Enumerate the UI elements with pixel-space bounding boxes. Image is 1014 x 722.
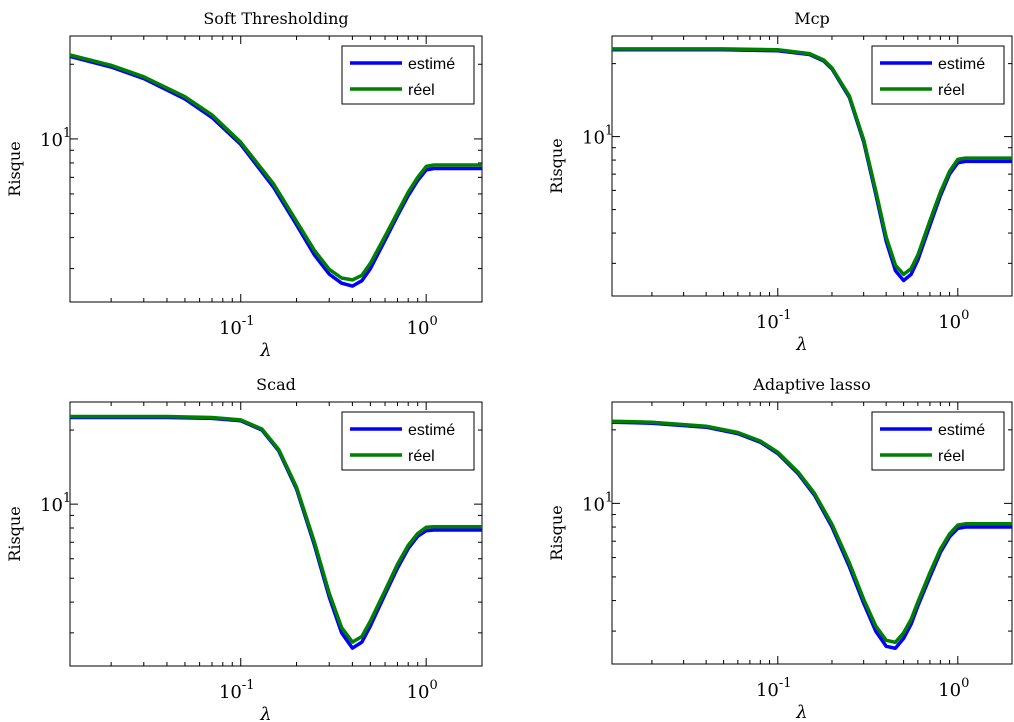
axes-frame bbox=[611, 401, 1013, 665]
y-tick-label: 101 bbox=[40, 126, 71, 151]
x-tick-label: 10-1 bbox=[756, 676, 792, 701]
x-axis-label: λ bbox=[795, 702, 807, 722]
legend-box bbox=[341, 45, 475, 105]
legend-box bbox=[341, 411, 475, 471]
y-tick-label: 101 bbox=[582, 124, 613, 149]
chart-title: Soft Thresholding bbox=[203, 9, 348, 28]
y-tick-label: 101 bbox=[582, 490, 613, 515]
series-line-reel bbox=[612, 47, 1012, 277]
legend: estimé réel bbox=[871, 411, 1005, 471]
legend-box bbox=[871, 45, 1005, 105]
y-axis-label: Risque bbox=[547, 505, 566, 560]
x-tick-label: 100 bbox=[938, 676, 969, 701]
chart-title: Adaptive lasso bbox=[752, 375, 870, 394]
y-tick-label: 101 bbox=[40, 491, 71, 516]
legend-box bbox=[871, 411, 1005, 471]
series-line-estime bbox=[70, 54, 482, 288]
axes-frame bbox=[611, 35, 1013, 297]
x-tick-label: 10-1 bbox=[219, 678, 255, 703]
axes-frame bbox=[69, 401, 483, 667]
x-tick-label: 10-1 bbox=[219, 314, 255, 339]
series-line-reel bbox=[70, 53, 482, 282]
x-tick-label: 10-1 bbox=[756, 308, 792, 333]
y-axis-label: Risque bbox=[5, 141, 24, 196]
legend-label: réel bbox=[938, 448, 965, 465]
legend: estimé réel bbox=[341, 411, 475, 471]
legend-label: réel bbox=[408, 82, 435, 99]
legend-label: réel bbox=[938, 82, 965, 99]
chart-panel-2: Mcp 10-1 100 101 λ Risque estimé réel bbox=[547, 9, 1013, 355]
chart-panel-3: Scad 10-1 100 101 λ Risque estimé réel bbox=[5, 375, 483, 722]
series-line-reel bbox=[70, 414, 482, 644]
chart-panel-4: Adaptive lasso 10-1 100 101 λ Risque estimé rée… bbox=[547, 375, 1013, 722]
legend-label: réel bbox=[408, 448, 435, 465]
legend-label: estimé bbox=[408, 56, 455, 73]
legend: estimé réel bbox=[341, 45, 475, 105]
legend-label: estimé bbox=[938, 56, 985, 73]
y-axis-label: Risque bbox=[5, 506, 24, 561]
series-line-reel bbox=[612, 419, 1012, 645]
x-axis-label: λ bbox=[795, 334, 807, 355]
x-tick-label: 100 bbox=[938, 308, 969, 333]
y-axis-label: Risque bbox=[547, 138, 566, 193]
chart-title: Scad bbox=[256, 375, 296, 394]
legend: estimé réel bbox=[871, 45, 1005, 105]
x-tick-label: 100 bbox=[407, 678, 438, 703]
legend-label: estimé bbox=[938, 422, 985, 439]
chart-title: Mcp bbox=[794, 9, 830, 28]
x-tick-label: 100 bbox=[407, 314, 438, 339]
x-axis-label: λ bbox=[259, 340, 271, 361]
chart-panel-1: Soft Thresholding 10-1 100 101 λ Risque estimé… bbox=[5, 9, 483, 361]
legend-label: estimé bbox=[408, 422, 455, 439]
x-axis-label: λ bbox=[259, 704, 271, 722]
